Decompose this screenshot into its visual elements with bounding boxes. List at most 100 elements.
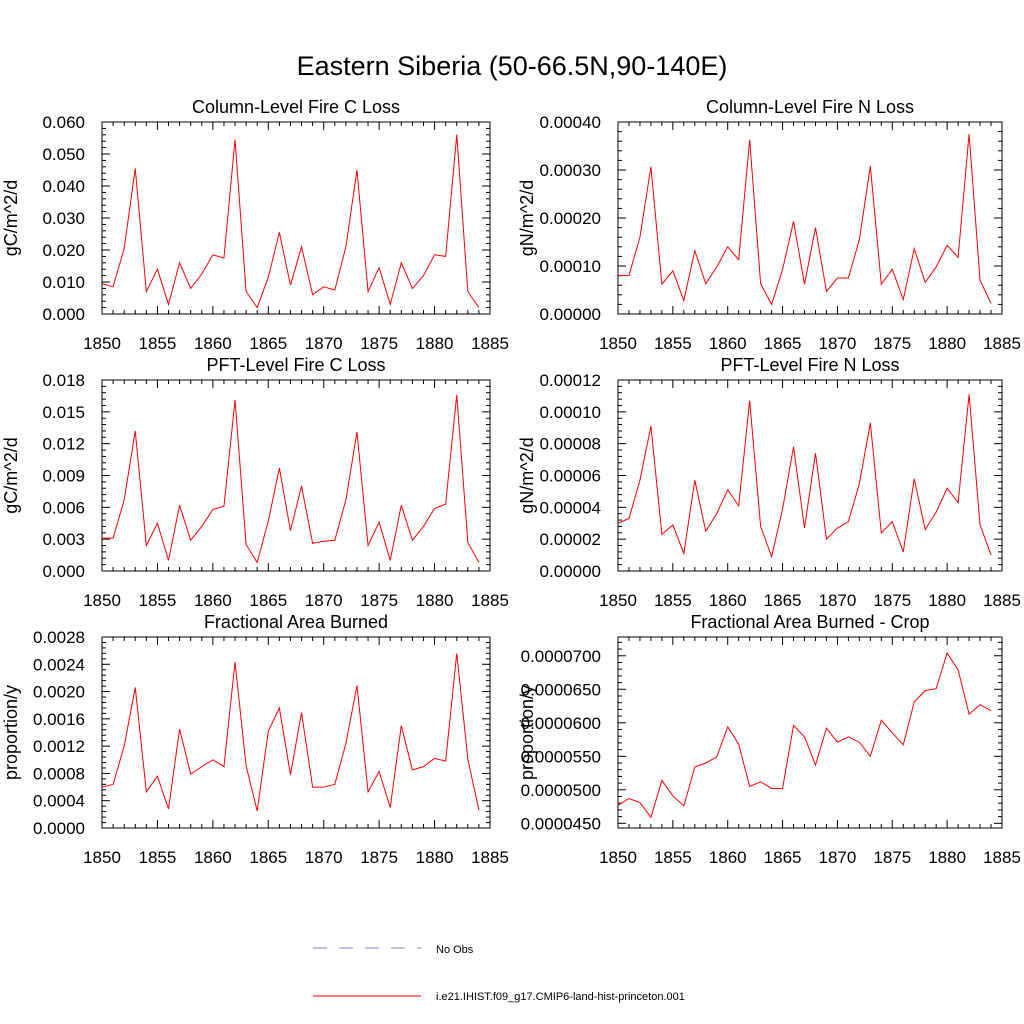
x-tick-label: 1850 xyxy=(83,334,121,353)
y-axis-label: gN/m^2/d xyxy=(517,180,537,256)
plot-frame xyxy=(617,379,1003,572)
panel-title: Column-Level Fire C Loss xyxy=(192,97,400,117)
x-tick-label: 1875 xyxy=(360,848,398,867)
x-tick-label: 1855 xyxy=(139,334,177,353)
series-line-1 xyxy=(101,653,480,812)
y-axis-label: gN/m^2/d xyxy=(517,437,537,513)
x-tick-label: 1870 xyxy=(305,848,343,867)
x-tick-label: 1875 xyxy=(360,334,398,353)
y-tick-label: 0.00010 xyxy=(540,257,601,276)
y-tick-label: 0.050 xyxy=(42,145,85,164)
x-tick-label: 1870 xyxy=(305,591,343,610)
x-tick-label: 1875 xyxy=(873,591,911,610)
x-tick-label: 1885 xyxy=(983,848,1021,867)
y-tick-label: 0.012 xyxy=(42,435,85,454)
y-axis-label: gC/m^2/d xyxy=(1,180,21,256)
panel-1: Column-Level Fire C Loss gC/m^2/d 1850 1855… xyxy=(1,97,509,353)
y-tick-label: 0.0000450 xyxy=(521,814,601,833)
y-tick-label: 0.0016 xyxy=(33,710,85,729)
y-tick-label: 0.00020 xyxy=(540,209,601,228)
y-tick-label: 0.00030 xyxy=(540,161,601,180)
series-line-1 xyxy=(102,394,480,564)
x-tick-label: 1880 xyxy=(928,591,966,610)
y-tick-label: 0.0000650 xyxy=(521,680,601,699)
x-tick-label: 1855 xyxy=(654,591,692,610)
x-tick-label: 1865 xyxy=(249,591,287,610)
y-tick-label: 0.00000 xyxy=(540,562,601,581)
plot-frame xyxy=(617,121,1003,315)
y-tick-label: 0.003 xyxy=(42,530,85,549)
y-tick-label: 0.018 xyxy=(42,371,85,390)
y-tick-label: 0.040 xyxy=(42,177,85,196)
x-tick-label: 1880 xyxy=(928,848,966,867)
panel-4: PFT-Level Fire N Loss gN/m^2/d 1850 1855 186… xyxy=(517,355,1021,610)
x-tick-label: 1855 xyxy=(139,591,177,610)
panel-2: Column-Level Fire N Loss gN/m^2/d 1850 1855… xyxy=(517,97,1021,353)
y-tick-label: 0.030 xyxy=(42,209,85,228)
x-tick-label: 1880 xyxy=(416,591,454,610)
plot-frame xyxy=(101,379,491,572)
y-tick-label: 0.000 xyxy=(42,305,85,324)
x-tick-label: 1860 xyxy=(709,334,747,353)
x-tick-label: 1860 xyxy=(194,334,232,353)
plot-frame xyxy=(617,636,1003,829)
legend-label-no-obs: No Obs xyxy=(436,944,474,956)
series-line-1 xyxy=(101,134,480,309)
x-tick-label: 1885 xyxy=(471,591,509,610)
y-tick-label: 0.0008 xyxy=(33,764,85,783)
y-tick-label: 0.0028 xyxy=(33,628,85,647)
x-tick-label: 1860 xyxy=(709,848,747,867)
y-tick-label: 0.0020 xyxy=(33,683,85,702)
x-tick-label: 1885 xyxy=(471,848,509,867)
x-tick-label: 1880 xyxy=(416,334,454,353)
panel-title: Column-Level Fire N Loss xyxy=(706,97,914,117)
x-tick-label: 1855 xyxy=(654,848,692,867)
x-tick-label: 1875 xyxy=(873,334,911,353)
x-tick-label: 1885 xyxy=(983,334,1021,353)
x-tick-label: 1865 xyxy=(764,334,802,353)
y-axis-label: proportion/y xyxy=(517,685,537,780)
x-tick-label: 1860 xyxy=(709,591,747,610)
figure-title: Eastern Siberia (50-66.5N,90-140E) xyxy=(297,51,728,81)
panel-title: Fractional Area Burned - Crop xyxy=(690,612,929,632)
y-tick-label: 0.00004 xyxy=(540,498,601,517)
y-tick-label: 0.0000600 xyxy=(521,714,601,733)
x-tick-label: 1865 xyxy=(249,334,287,353)
x-tick-label: 1860 xyxy=(194,848,232,867)
x-tick-label: 1870 xyxy=(305,334,343,353)
y-tick-label: 0.00000 xyxy=(540,305,601,324)
panel-title: PFT-Level Fire C Loss xyxy=(206,355,385,375)
y-tick-label: 0.006 xyxy=(42,498,85,517)
plot-frame xyxy=(101,121,491,315)
series-line-1 xyxy=(617,651,992,819)
y-tick-label: 0.00010 xyxy=(540,403,601,422)
x-tick-label: 1855 xyxy=(654,334,692,353)
y-tick-label: 0.00008 xyxy=(540,435,601,454)
y-axis-label: gC/m^2/d xyxy=(1,437,21,513)
x-tick-label: 1850 xyxy=(83,848,121,867)
x-tick-label: 1865 xyxy=(764,848,802,867)
y-tick-label: 0.015 xyxy=(42,403,85,422)
x-tick-label: 1865 xyxy=(764,591,802,610)
x-tick-label: 1880 xyxy=(416,848,454,867)
panel-3: PFT-Level Fire C Loss gC/m^2/d 1850 1855 186… xyxy=(1,355,509,610)
x-tick-label: 1875 xyxy=(360,591,398,610)
x-tick-label: 1875 xyxy=(873,848,911,867)
x-tick-label: 1850 xyxy=(599,848,637,867)
y-tick-label: 0.000 xyxy=(42,562,85,581)
y-tick-label: 0.009 xyxy=(42,467,85,486)
legend: No Obs i.e21.IHIST.f09_g17.CMIP6-land-hi… xyxy=(313,944,685,1003)
x-tick-label: 1885 xyxy=(983,591,1021,610)
y-tick-label: 0.00002 xyxy=(540,530,601,549)
series-line-1 xyxy=(617,394,992,559)
legend-label-case: i.e21.IHIST.f09_g17.CMIP6-land-hist-prin… xyxy=(436,991,685,1003)
panel-5: Fractional Area Burned proportion/y 1850 18… xyxy=(1,612,509,867)
panel-6: Fractional Area Burned - Crop proportion/… xyxy=(517,612,1021,867)
y-tick-label: 0.00012 xyxy=(540,371,601,390)
y-tick-label: 0.020 xyxy=(42,241,85,260)
y-tick-label: 0.010 xyxy=(42,273,85,292)
series-line-1 xyxy=(618,133,992,306)
y-axis-label: proportion/y xyxy=(1,685,21,780)
y-tick-label: 0.00006 xyxy=(540,467,601,486)
